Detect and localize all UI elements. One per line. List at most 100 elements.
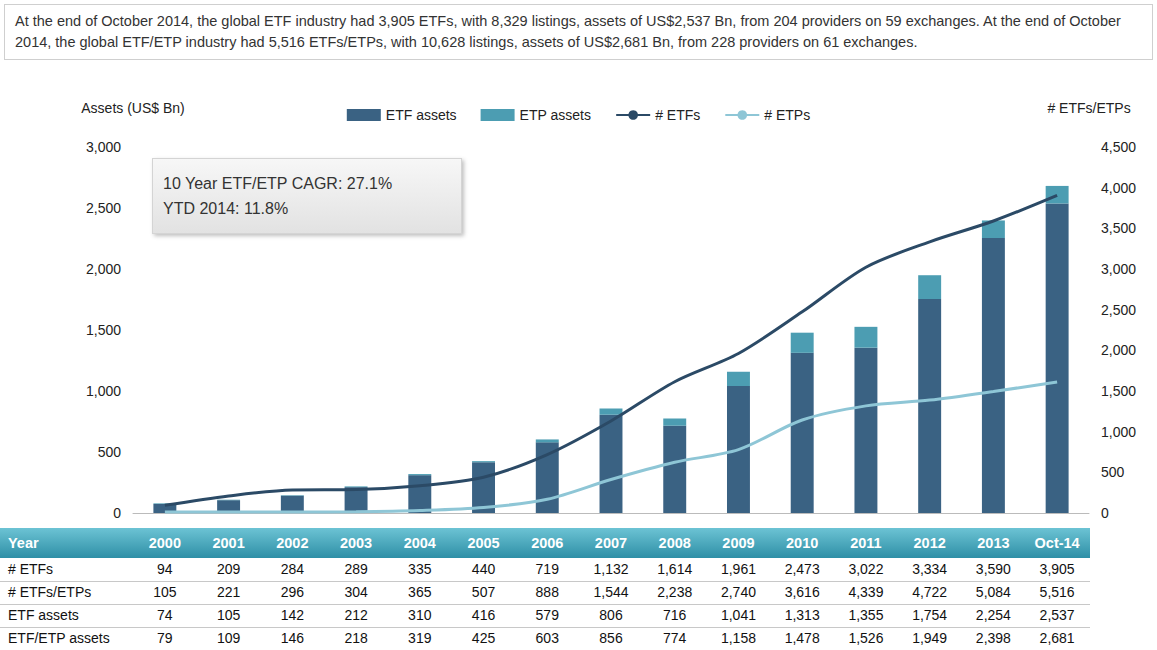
html-text:5,516: 5,516 xyxy=(1039,583,1075,600)
html-text:425: 425 xyxy=(471,629,496,646)
svg-text:ETP assets: ETP assets xyxy=(520,107,591,123)
html-text:ETF/ETP assets: ETF/ETP assets xyxy=(8,629,110,646)
html-text:# ETFs: # ETFs xyxy=(8,560,54,577)
html-text:3,022: 3,022 xyxy=(848,560,884,577)
svg-text:# ETFs/ETPs: # ETFs/ETPs xyxy=(1047,100,1130,116)
html-text:440: 440 xyxy=(471,560,496,577)
html-text:2003: 2003 xyxy=(339,535,373,551)
svg-text:2,500: 2,500 xyxy=(86,200,121,216)
html-text:109: 109 xyxy=(216,629,241,646)
html-text:105: 105 xyxy=(153,583,177,600)
svg-text:Assets (US$ Bn): Assets (US$ Bn) xyxy=(81,100,184,116)
html-text:416: 416 xyxy=(471,606,496,623)
svg-text:500: 500 xyxy=(1101,464,1125,480)
html-text:719: 719 xyxy=(535,560,559,577)
html-text:1,355: 1,355 xyxy=(848,606,884,623)
svg-text:# ETFs: # ETFs xyxy=(655,107,700,123)
html-text:1,041: 1,041 xyxy=(720,606,756,623)
svg-text:2,000: 2,000 xyxy=(86,261,121,277)
html-text:2005: 2005 xyxy=(467,535,500,551)
html-text:2009: 2009 xyxy=(722,535,755,551)
html-text:2004: 2004 xyxy=(403,535,436,551)
html-text:1,949: 1,949 xyxy=(912,629,948,646)
html-text:105: 105 xyxy=(216,606,241,623)
html-text:3,590: 3,590 xyxy=(975,560,1011,577)
svg-text:1,000: 1,000 xyxy=(1101,424,1136,440)
html-text:310: 310 xyxy=(408,606,432,623)
html-text:ETF assets: ETF assets xyxy=(8,606,79,623)
html-text:2,537: 2,537 xyxy=(1039,606,1075,623)
html-text:296: 296 xyxy=(280,583,304,600)
html-text:1,478: 1,478 xyxy=(784,629,820,646)
html-text:1,544: 1,544 xyxy=(593,583,629,600)
html-text:1,526: 1,526 xyxy=(848,629,884,646)
html-text:2,681: 2,681 xyxy=(1039,629,1075,646)
html-text:212: 212 xyxy=(344,606,368,623)
html-text:1,614: 1,614 xyxy=(657,560,693,577)
html-text:2,740: 2,740 xyxy=(720,583,756,600)
svg-text:1,500: 1,500 xyxy=(86,322,121,338)
html-text:# ETFs/ETPs: # ETFs/ETPs xyxy=(8,583,92,600)
html-text:716: 716 xyxy=(663,606,687,623)
html-text:2,473: 2,473 xyxy=(784,560,820,577)
svg-text:ETF assets: ETF assets xyxy=(386,107,457,123)
svg-text:0: 0 xyxy=(113,505,121,521)
html-text:2000: 2000 xyxy=(148,535,181,551)
html-text:4,722: 4,722 xyxy=(912,583,948,600)
svg-text:2,000: 2,000 xyxy=(1101,342,1136,358)
html-text:142: 142 xyxy=(280,606,304,623)
svg-text:4,000: 4,000 xyxy=(1101,180,1136,196)
html-text:4,339: 4,339 xyxy=(848,583,884,600)
html-text:289: 289 xyxy=(344,560,368,577)
svg-text:500: 500 xyxy=(98,444,122,460)
html-text:2008: 2008 xyxy=(658,535,691,551)
html-text:1,132: 1,132 xyxy=(593,560,629,577)
html-text:2006: 2006 xyxy=(531,535,564,551)
svg-text:4,500: 4,500 xyxy=(1101,139,1136,155)
html-text:YTD 2014: 11.8%: YTD 2014: 11.8% xyxy=(163,200,289,217)
html-text:2010: 2010 xyxy=(786,535,819,551)
html-text:2,398: 2,398 xyxy=(975,629,1011,646)
html-text:579: 579 xyxy=(535,606,559,623)
html-text:888: 888 xyxy=(535,583,559,600)
html-text:2011: 2011 xyxy=(850,535,882,551)
html-text:1,961: 1,961 xyxy=(720,560,756,577)
html-text:335: 335 xyxy=(408,560,432,577)
svg-text:1,000: 1,000 xyxy=(86,383,121,399)
html-text:2001: 2001 xyxy=(212,535,245,551)
html-text:1,158: 1,158 xyxy=(720,629,756,646)
html-text:Year: Year xyxy=(8,535,39,551)
html-text:209: 209 xyxy=(216,560,241,577)
svg-text:# ETPs: # ETPs xyxy=(764,107,810,123)
html-text:319: 319 xyxy=(408,629,432,646)
html-text:507: 507 xyxy=(471,583,496,600)
svg-text:0: 0 xyxy=(1101,505,1109,521)
html-text:774: 774 xyxy=(663,629,687,646)
html-text:3,334: 3,334 xyxy=(912,560,948,577)
html-text:221: 221 xyxy=(216,583,241,600)
html-text:1,313: 1,313 xyxy=(784,606,820,623)
html-text:3,616: 3,616 xyxy=(784,583,820,600)
html-text:856: 856 xyxy=(599,629,623,646)
html-text:2007: 2007 xyxy=(594,535,628,551)
html-text:3,905: 3,905 xyxy=(1039,560,1075,577)
html-text:2,254: 2,254 xyxy=(975,606,1011,623)
html-text:146: 146 xyxy=(280,629,304,646)
html-text:2,238: 2,238 xyxy=(657,583,693,600)
svg-text:1,500: 1,500 xyxy=(1101,383,1136,399)
html-text:806: 806 xyxy=(599,606,623,623)
html-text:365: 365 xyxy=(408,583,432,600)
html-text:At the end of October 2014, th: At the end of October 2014, the global E… xyxy=(15,13,1121,50)
html-text:1,754: 1,754 xyxy=(912,606,948,623)
svg-text:3,000: 3,000 xyxy=(1101,261,1136,277)
html-text:603: 603 xyxy=(535,629,559,646)
html-text:2002: 2002 xyxy=(276,535,309,551)
html-text:10 Year ETF/ETP CAGR: 27.1%: 10 Year ETF/ETP CAGR: 27.1% xyxy=(163,175,393,192)
html-text:284: 284 xyxy=(280,560,304,577)
html-text:218: 218 xyxy=(344,629,368,646)
svg-text:3,500: 3,500 xyxy=(1101,220,1136,236)
svg-text:2,500: 2,500 xyxy=(1101,302,1136,318)
html-text:5,084: 5,084 xyxy=(975,583,1011,600)
html-text:304: 304 xyxy=(344,583,368,600)
svg-text:3,000: 3,000 xyxy=(86,139,121,155)
